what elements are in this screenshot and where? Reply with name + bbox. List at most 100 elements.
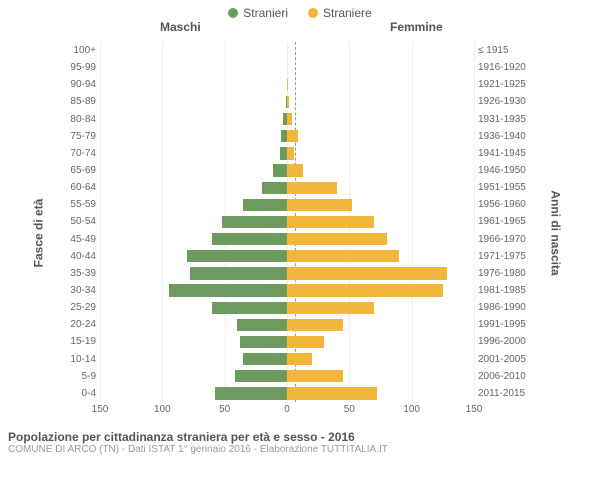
legend-female-label: Straniere xyxy=(323,6,372,20)
age-label: 15-19 xyxy=(60,336,100,347)
legend: Stranieri Straniere xyxy=(0,0,600,20)
bar-area xyxy=(100,42,474,59)
row: 90-941921-1925 xyxy=(60,76,530,93)
x-tick: 100 xyxy=(403,404,420,415)
birth-label: 1961-1965 xyxy=(474,216,530,227)
female-bar xyxy=(287,387,377,399)
bar-area xyxy=(100,162,474,179)
birth-label: 1946-1950 xyxy=(474,165,530,176)
row: 55-591956-1960 xyxy=(60,196,530,213)
row: 20-24 1991-1995 xyxy=(60,316,530,333)
footer-subtitle: COMUNE DI ARCO (TN) - Dati ISTAT 1° genn… xyxy=(8,444,592,455)
birth-label: 1916-1920 xyxy=(474,62,530,73)
birth-label: 2006-2010 xyxy=(474,371,530,382)
birth-label: 1976-1980 xyxy=(474,268,530,279)
bar-area xyxy=(100,145,474,162)
y-axis-left-label: Fasce di età xyxy=(31,199,45,268)
female-bar xyxy=(287,250,399,262)
bar-area xyxy=(100,76,474,93)
bar-area xyxy=(100,316,474,333)
bar-area xyxy=(100,111,474,128)
age-label: 25-29 xyxy=(60,302,100,313)
x-tick: 100 xyxy=(154,404,171,415)
male-bar xyxy=(222,216,287,228)
male-bar xyxy=(169,284,287,296)
row: 60-64 1951-1955 xyxy=(60,179,530,196)
row: 80-84 1931-1935 xyxy=(60,111,530,128)
male-bar xyxy=(212,302,287,314)
female-bar xyxy=(287,182,337,194)
age-label: 30-34 xyxy=(60,285,100,296)
birth-label: 1981-1985 xyxy=(474,285,530,296)
bar-area xyxy=(100,93,474,110)
age-label: 80-84 xyxy=(60,114,100,125)
footer-title: Popolazione per cittadinanza straniera p… xyxy=(8,430,592,444)
birth-label: 1951-1955 xyxy=(474,182,530,193)
x-axis: 15010050050100150 xyxy=(60,404,530,420)
age-label: 60-64 xyxy=(60,182,100,193)
birth-label: 2011-2015 xyxy=(474,388,530,399)
row: 5-9 2006-2010 xyxy=(60,368,530,385)
rows: 100+ ≤ 1915 95-991916-192090-941921-192585… xyxy=(60,42,530,402)
bar-area xyxy=(100,282,474,299)
birth-label: 2001-2005 xyxy=(474,354,530,365)
birth-label: 1931-1935 xyxy=(474,114,530,125)
male-bar xyxy=(190,267,287,279)
age-label: 50-54 xyxy=(60,216,100,227)
birth-label: 1971-1975 xyxy=(474,251,530,262)
birth-label: ≤ 1915 xyxy=(474,45,530,56)
birth-label: 1956-1960 xyxy=(474,199,530,210)
female-bar xyxy=(287,164,303,176)
age-label: 5-9 xyxy=(60,371,100,382)
bar-area xyxy=(100,368,474,385)
header-female: Femmine xyxy=(390,20,443,34)
age-label: 100+ xyxy=(60,45,100,56)
row: 65-691946-1950 xyxy=(60,162,530,179)
bar-area xyxy=(100,351,474,368)
male-bar xyxy=(262,182,287,194)
row: 30-34 1981-1985 xyxy=(60,282,530,299)
bar-area xyxy=(100,333,474,350)
age-label: 45-49 xyxy=(60,234,100,245)
age-label: 35-39 xyxy=(60,268,100,279)
header-male: Maschi xyxy=(160,20,201,34)
plot-area: Fasce di età Anni di nascita 100+≤ 19159… xyxy=(0,38,600,428)
x-tick: 150 xyxy=(466,404,483,415)
row: 50-54 1961-1965 xyxy=(60,213,530,230)
age-label: 0-4 xyxy=(60,388,100,399)
birth-label: 1991-1995 xyxy=(474,319,530,330)
footer: Popolazione per cittadinanza straniera p… xyxy=(0,428,600,455)
female-bar xyxy=(287,130,298,142)
age-label: 70-74 xyxy=(60,148,100,159)
male-swatch xyxy=(228,8,238,18)
male-bar xyxy=(215,387,287,399)
bar-area xyxy=(100,128,474,145)
legend-male-label: Stranieri xyxy=(243,6,288,20)
row: 85-891926-1930 xyxy=(60,93,530,110)
female-bar xyxy=(287,199,352,211)
x-tick: 50 xyxy=(219,404,230,415)
female-bar xyxy=(287,147,294,159)
female-swatch xyxy=(308,8,318,18)
row: 10-142001-2005 xyxy=(60,351,530,368)
x-tick: 50 xyxy=(344,404,355,415)
bar-area xyxy=(100,179,474,196)
female-bar xyxy=(287,370,343,382)
bar-area xyxy=(100,59,474,76)
female-bar xyxy=(287,319,343,331)
female-bar xyxy=(287,353,312,365)
female-bar xyxy=(287,336,324,348)
male-bar xyxy=(187,250,287,262)
female-bar xyxy=(287,96,289,108)
age-label: 75-79 xyxy=(60,131,100,142)
row: 100+ ≤ 1915 xyxy=(60,42,530,59)
female-bar xyxy=(287,216,374,228)
x-tick: 0 xyxy=(284,404,290,415)
male-bar xyxy=(280,147,287,159)
bar-area xyxy=(100,248,474,265)
row: 40-441971-1975 xyxy=(60,248,530,265)
age-label: 20-24 xyxy=(60,319,100,330)
female-bar xyxy=(287,113,292,125)
male-bar xyxy=(243,199,287,211)
row: 95-991916-1920 xyxy=(60,59,530,76)
